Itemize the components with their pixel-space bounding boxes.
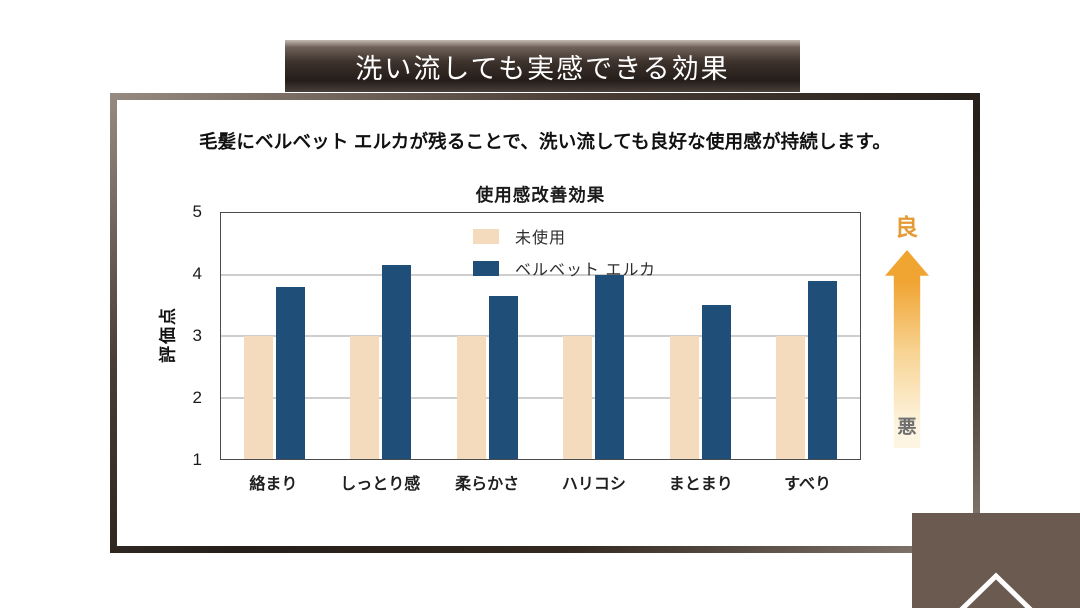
chevron-up-stroke xyxy=(959,572,1033,608)
gridline xyxy=(221,335,860,337)
bar-group xyxy=(434,213,541,459)
legend-label: ベルベット エルカ xyxy=(515,262,656,279)
bar-groups xyxy=(221,213,860,459)
y-tick: 3 xyxy=(192,326,202,345)
x-axis-labels: 絡まり しっとり感 柔らかさ ハリコシ まとまり すべり xyxy=(220,470,861,494)
bar-group xyxy=(647,213,754,459)
chevron-up-icon xyxy=(912,513,1080,608)
plot-area: 未使用ベルベット エルカ xyxy=(220,212,861,460)
good-bad-scale: 良 悪 xyxy=(884,208,930,460)
bar xyxy=(275,286,305,459)
gridline xyxy=(221,397,860,398)
corner-square xyxy=(912,513,1080,608)
bar xyxy=(776,336,806,459)
banner-title: 洗い流しても実感できる効果 xyxy=(355,53,730,84)
bar xyxy=(350,336,380,459)
title-banner: 洗い流しても実感できる効果 xyxy=(285,40,800,92)
bar xyxy=(595,274,625,459)
bar xyxy=(456,336,486,459)
x-category-label: 絡まり xyxy=(249,476,298,493)
x-category-label: すべり xyxy=(784,476,831,493)
scale-good-label: 良 xyxy=(895,214,919,240)
y-axis-label: 評価点 xyxy=(158,306,178,363)
legend-label: 未使用 xyxy=(515,230,567,247)
x-category-label: まとまり xyxy=(668,476,733,493)
gridline xyxy=(221,274,860,275)
x-category-label: 柔らかさ xyxy=(455,476,520,493)
x-category-label: しっとり感 xyxy=(340,476,421,493)
bar xyxy=(808,280,838,459)
x-category-label: ハリコシ xyxy=(561,476,626,493)
legend-item: 未使用 xyxy=(473,224,656,248)
bar xyxy=(488,296,518,459)
legend-swatch xyxy=(473,228,499,244)
scroll-top-button[interactable] xyxy=(912,513,1080,608)
y-axis-ticks: 1 2 3 4 5 xyxy=(180,202,210,469)
bar-group xyxy=(541,213,648,459)
bar xyxy=(701,305,731,459)
legend: 未使用ベルベット エルカ xyxy=(473,224,656,280)
bar xyxy=(669,336,699,459)
legend-item: ベルベット エルカ xyxy=(473,256,656,280)
y-tick: 1 xyxy=(192,450,202,469)
y-tick: 2 xyxy=(192,388,202,407)
bar xyxy=(243,336,273,459)
bar xyxy=(563,336,593,459)
bar-group xyxy=(221,213,328,459)
legend-swatch xyxy=(473,260,499,276)
scale-bad-label: 悪 xyxy=(897,417,917,438)
subtitle-text: 毛髪にベルベット エルカが残ることで、洗い流しても良好な使用感が持続します。 xyxy=(198,131,892,152)
y-tick: 4 xyxy=(192,264,202,283)
chart-title: 使用感改善効果 xyxy=(475,185,606,205)
y-tick: 5 xyxy=(192,202,202,221)
bar-group xyxy=(328,213,435,459)
bar-group xyxy=(754,213,861,459)
bar xyxy=(382,265,412,459)
